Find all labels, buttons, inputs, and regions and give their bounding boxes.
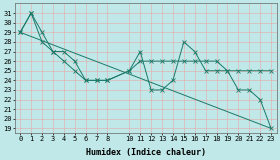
X-axis label: Humidex (Indice chaleur): Humidex (Indice chaleur) bbox=[86, 148, 206, 156]
